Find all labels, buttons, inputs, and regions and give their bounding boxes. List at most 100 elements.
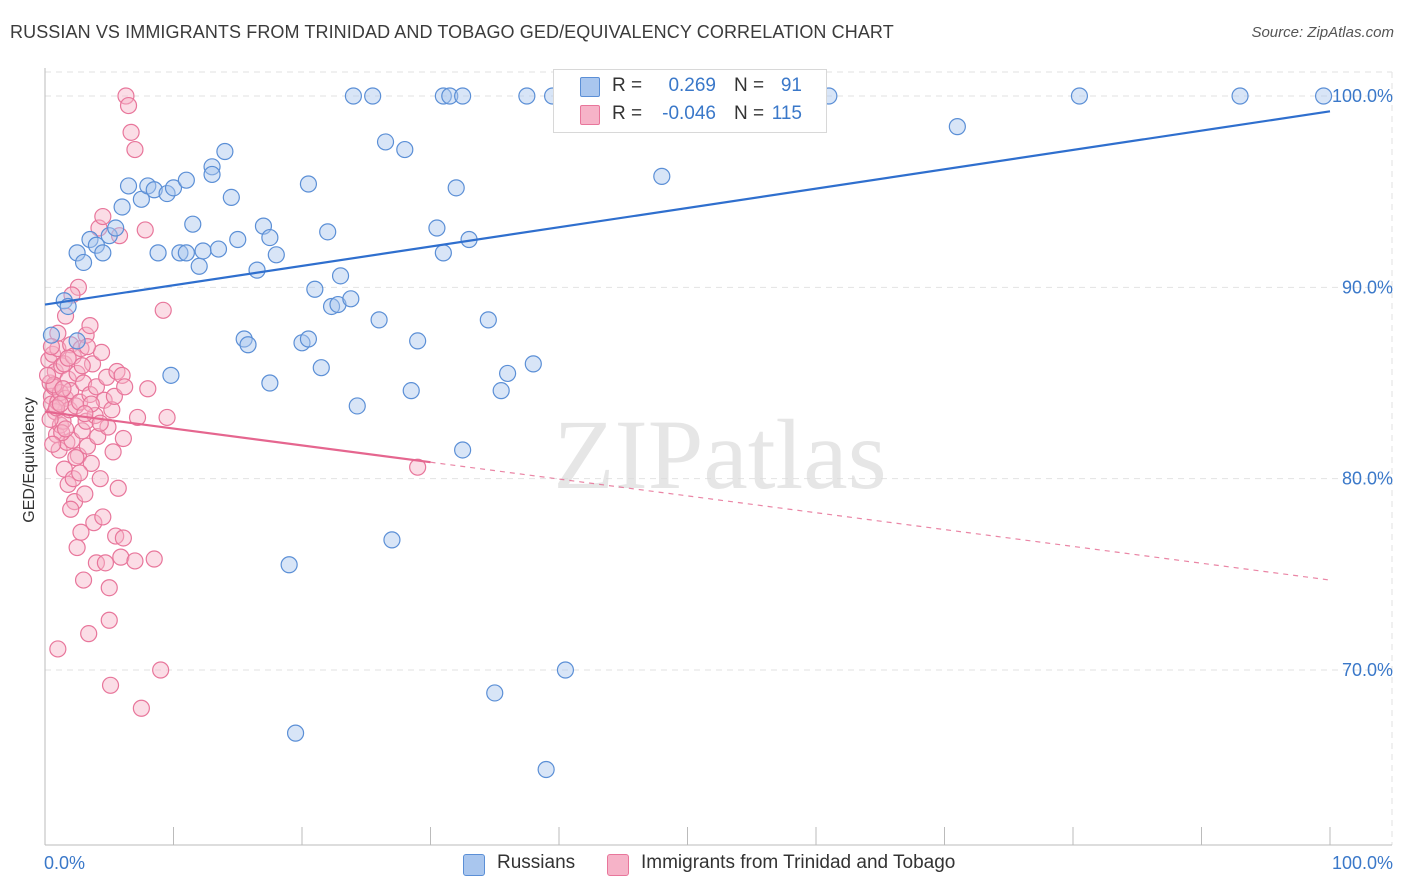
russians-point	[434, 87, 452, 105]
legend-row-russians: R = 0.269 N = 91	[554, 73, 826, 101]
russians-point	[42, 326, 61, 344]
russians-point	[94, 244, 112, 262]
russians-point	[261, 228, 279, 247]
trinidad-point	[128, 408, 147, 427]
chart-title: RUSSIAN VS IMMIGRANTS FROM TRINIDAD AND …	[10, 22, 894, 42]
russians-point	[479, 311, 497, 329]
russians-point	[1314, 87, 1333, 105]
russians-point	[486, 684, 504, 702]
trinidad-point	[68, 538, 86, 557]
trinidad-point	[82, 454, 100, 472]
russians-point	[216, 142, 234, 161]
russians-point	[177, 171, 195, 189]
trinidad-point	[81, 317, 99, 335]
russians-point	[306, 280, 324, 298]
trinidad-point	[64, 470, 82, 488]
russians-point	[74, 253, 93, 272]
russians-point	[524, 355, 542, 373]
trinidad-point	[126, 552, 144, 570]
russians-point	[556, 661, 575, 679]
y-axis-label: GED/Equivalency	[21, 397, 38, 522]
legend-r-label: R =	[612, 75, 643, 96]
trinidad-trend-line-solid	[44, 410, 431, 464]
russians-point	[344, 87, 362, 105]
legend-n-label: N =	[734, 103, 765, 124]
trinidad-point	[101, 676, 120, 694]
russians-point	[229, 230, 247, 249]
series-russians-points	[42, 87, 1333, 779]
russians-point	[184, 215, 202, 233]
trinidad-point	[100, 579, 118, 597]
y-tick-label: 70.0%	[1342, 660, 1393, 680]
russians-point	[299, 175, 318, 193]
trinidad-point	[114, 529, 132, 547]
russians-point	[402, 382, 420, 400]
trinidad-point	[145, 550, 163, 568]
russians-point	[81, 230, 99, 249]
y-tick-label: 80.0%	[1342, 469, 1393, 489]
trinidad-point	[56, 420, 75, 438]
watermark: ZIPatlas	[553, 399, 886, 510]
series-trinidad-points	[38, 87, 427, 717]
gridlines	[45, 71, 1393, 845]
russians-point	[434, 244, 452, 262]
trinidad-point	[94, 508, 112, 526]
trinidad-point	[49, 640, 67, 658]
russians-point	[286, 724, 305, 742]
trinidad-point	[96, 554, 114, 572]
russians-point	[653, 167, 671, 185]
russians-point	[190, 257, 208, 275]
legend-n-label: N =	[734, 75, 765, 96]
russians-point	[492, 382, 510, 400]
y-tick-label: 100.0%	[1332, 86, 1393, 106]
trinidad-point	[72, 523, 90, 541]
y-tick-label: 90.0%	[1342, 277, 1393, 297]
trinidad-point	[80, 625, 98, 643]
trinidad-point	[122, 123, 140, 141]
legend-n-value: 91	[780, 75, 802, 96]
legend-label: Russians	[497, 852, 576, 873]
russians-point	[428, 219, 446, 237]
legend-swatch-blue	[463, 854, 485, 876]
trinidad-point	[116, 378, 134, 396]
trinidad-point	[87, 554, 106, 572]
trinidad-point	[73, 357, 91, 375]
russians-point	[454, 87, 472, 105]
russians-point	[280, 556, 298, 574]
russians-point	[364, 87, 382, 105]
russians-point	[396, 140, 414, 159]
trinidad-point	[83, 355, 102, 373]
correlation-legend: R = 0.269 N = 91 R = -0.046 N = 115	[553, 69, 827, 133]
x-tick-label: 0.0%	[44, 853, 85, 873]
russians-point	[376, 133, 395, 151]
russians-point	[267, 246, 285, 264]
trinidad-point	[109, 479, 127, 497]
trinidad-point	[104, 443, 122, 461]
trinidad-point	[112, 548, 130, 566]
russians-point	[537, 760, 555, 779]
trinidad-point	[152, 661, 170, 679]
trinidad-point	[91, 470, 109, 488]
russians-point	[113, 198, 131, 216]
russians-point	[312, 359, 330, 377]
russians-point	[222, 188, 240, 207]
russians-point	[370, 311, 388, 329]
russians-point	[948, 118, 966, 136]
russians-point	[299, 330, 318, 348]
russians-point	[149, 244, 167, 262]
russians-point	[518, 87, 536, 105]
russians-point	[171, 244, 189, 262]
russians-point	[209, 240, 228, 258]
trinidad-point	[85, 514, 103, 532]
trinidad-point	[76, 405, 94, 423]
axes	[44, 68, 1392, 846]
russians-point	[164, 179, 183, 197]
russians-point	[447, 179, 465, 197]
russians-point	[409, 332, 427, 350]
russians-point	[1231, 87, 1249, 105]
trinidad-trend-line-dashed	[430, 461, 1331, 581]
trinidad-point	[51, 395, 70, 413]
russians-point	[119, 177, 138, 195]
legend-n-value: 115	[771, 103, 802, 124]
legend-swatch-pink	[580, 105, 600, 125]
